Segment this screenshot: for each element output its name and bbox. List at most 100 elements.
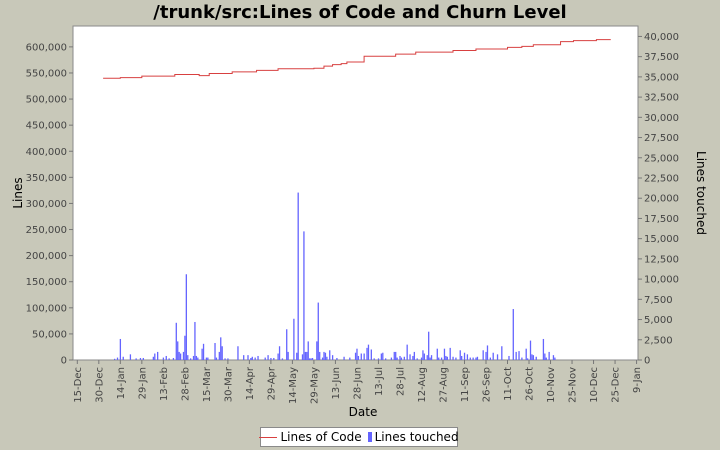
y-left-tick-label: 200,000 <box>26 251 67 262</box>
churn-bar <box>492 352 494 360</box>
y-right-tick-label: 7,500 <box>644 295 673 306</box>
churn-bar <box>525 348 527 360</box>
x-tick-label: 10-Nov <box>546 367 557 403</box>
x-tick-label: 25-Dec <box>611 367 622 403</box>
y-right-tick-label: 5,000 <box>644 315 673 326</box>
y-right-tick-label: 40,000 <box>644 32 679 43</box>
churn-bar <box>296 352 298 360</box>
churn-bar <box>363 353 365 360</box>
churn-bar <box>466 354 469 360</box>
x-tick-label: 11-Oct <box>503 367 514 401</box>
legend-swatch-churn <box>367 432 372 442</box>
churn-bar <box>390 357 393 360</box>
churn-bar <box>286 329 288 360</box>
churn-bar <box>189 358 192 360</box>
churn-bar <box>501 346 503 360</box>
churn-bar <box>185 274 187 360</box>
churn-bar <box>400 357 403 360</box>
y-right-tick-label: 20,000 <box>644 194 679 205</box>
churn-bar <box>311 357 314 360</box>
y-left-tick-label: 500,000 <box>26 95 67 106</box>
churn-bar <box>508 355 510 360</box>
y-left-tick-label: 450,000 <box>26 121 67 132</box>
churn-bar <box>243 355 245 360</box>
y-right-tick-label: 27,500 <box>644 133 679 144</box>
churn-bar <box>512 309 514 360</box>
legend-item-loc: Lines of Code <box>259 430 362 444</box>
churn-bar <box>202 343 205 360</box>
churn-bar <box>343 356 345 360</box>
churn-bar <box>309 358 311 360</box>
y-right-tick-label: 10,000 <box>644 275 679 286</box>
churn-bar <box>205 357 208 360</box>
churn-bar <box>321 357 324 360</box>
churn-bar <box>177 341 179 360</box>
legend-item-churn: Lines touched <box>367 430 459 444</box>
churn-bars <box>113 192 556 360</box>
churn-bar <box>257 355 259 360</box>
legend-label-loc: Lines of Code <box>280 430 362 444</box>
churn-bar <box>366 347 368 360</box>
churn-bar <box>251 356 253 360</box>
churn-bar <box>187 355 189 360</box>
x-tick-label: 15-Dec <box>73 367 84 403</box>
churn-bar <box>446 356 448 360</box>
churn-bar <box>154 353 156 360</box>
y-axis-left-label: Lines <box>11 177 25 208</box>
churn-bar <box>440 357 443 360</box>
y-left-tick-label: 550,000 <box>26 68 67 79</box>
x-tick-label: 29-May <box>309 367 320 404</box>
y-right-tick-label: 15,000 <box>644 234 679 245</box>
churn-bar <box>489 357 491 360</box>
churn-bar <box>254 357 256 360</box>
churn-bar <box>461 355 463 360</box>
y-right-tick-label: 25,000 <box>644 153 679 164</box>
legend-label-churn: Lines touched <box>374 430 459 444</box>
x-tick-label: 10-Dec <box>589 367 600 403</box>
churn-bar <box>304 351 307 360</box>
churn-bar <box>515 351 517 360</box>
churn-bar <box>227 358 229 360</box>
churn-bar <box>357 355 360 360</box>
churn-bar <box>129 354 132 360</box>
y-left-tick-label: 100,000 <box>26 303 67 314</box>
churn-bar <box>426 355 428 360</box>
churn-bar <box>449 347 451 360</box>
churn-bar <box>113 358 116 360</box>
churn-bar <box>360 353 362 360</box>
y-left-tick-label: 600,000 <box>26 42 67 53</box>
churn-bar <box>485 351 487 360</box>
x-tick-label: 11-Sep <box>460 367 471 402</box>
y-left-tick-label: 300,000 <box>26 199 67 210</box>
churn-bar <box>544 353 546 360</box>
churn-bar <box>172 357 175 360</box>
x-tick-label: 28-Jun <box>352 367 363 400</box>
churn-bar <box>430 355 433 360</box>
x-tick-label: 27-Aug <box>438 367 449 403</box>
churn-bar <box>518 351 520 360</box>
y-left-tick-label: 400,000 <box>26 147 67 158</box>
churn-bar <box>195 355 198 360</box>
churn-bar <box>535 356 537 360</box>
churn-bar <box>459 350 461 360</box>
x-tick-label: 29-Apr <box>266 366 277 400</box>
churn-bar <box>168 358 170 360</box>
churn-bar <box>264 357 266 360</box>
churn-bar <box>521 357 523 360</box>
churn-bar <box>416 358 418 360</box>
churn-bar <box>531 354 533 360</box>
churn-bar <box>201 348 203 360</box>
x-tick-label: 26-Oct <box>525 367 536 401</box>
y-right-tick-label: 30,000 <box>644 113 679 124</box>
churn-bar <box>273 357 275 360</box>
churn-bar <box>324 352 327 360</box>
churn-bar <box>165 355 167 360</box>
x-axis-label: Date <box>349 405 378 419</box>
churn-bar <box>496 354 499 360</box>
y-axis-left: 0 50,000 100,000 150,000 200,000 250,000 300,0… <box>26 42 73 367</box>
churn-bar <box>482 350 484 360</box>
churn-bar <box>399 355 401 360</box>
legend-swatch-loc <box>259 436 278 438</box>
churn-bar <box>197 357 199 360</box>
churn-bar <box>323 351 325 360</box>
